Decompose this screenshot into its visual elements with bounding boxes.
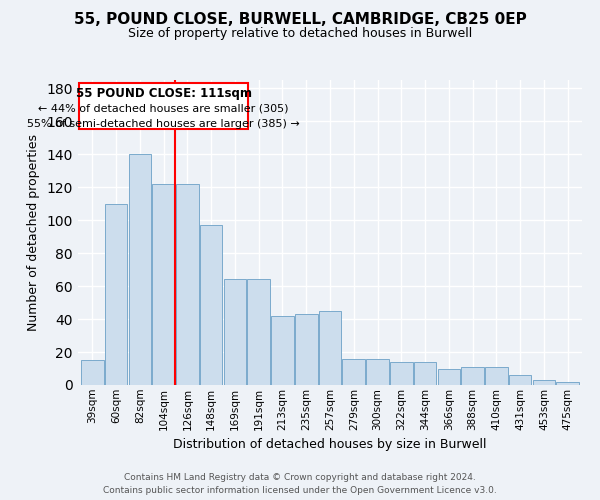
- Bar: [247, 280, 270, 385]
- X-axis label: Distribution of detached houses by size in Burwell: Distribution of detached houses by size …: [173, 438, 487, 451]
- Bar: [81, 360, 104, 385]
- Bar: [556, 382, 579, 385]
- Bar: [485, 367, 508, 385]
- Bar: [176, 184, 199, 385]
- Bar: [224, 280, 246, 385]
- Y-axis label: Number of detached properties: Number of detached properties: [28, 134, 40, 331]
- Text: 55% of semi-detached houses are larger (385) →: 55% of semi-detached houses are larger (…: [27, 119, 300, 129]
- Bar: [461, 367, 484, 385]
- Bar: [152, 184, 175, 385]
- Bar: [128, 154, 151, 385]
- Bar: [271, 316, 294, 385]
- Bar: [437, 368, 460, 385]
- Text: 55 POUND CLOSE: 111sqm: 55 POUND CLOSE: 111sqm: [76, 88, 251, 101]
- Bar: [200, 225, 223, 385]
- Bar: [390, 362, 413, 385]
- Text: ← 44% of detached houses are smaller (305): ← 44% of detached houses are smaller (30…: [38, 104, 289, 114]
- Bar: [533, 380, 555, 385]
- Bar: [414, 362, 436, 385]
- Bar: [366, 358, 389, 385]
- Bar: [509, 375, 532, 385]
- Bar: [319, 311, 341, 385]
- Bar: [295, 314, 317, 385]
- Text: 55, POUND CLOSE, BURWELL, CAMBRIDGE, CB25 0EP: 55, POUND CLOSE, BURWELL, CAMBRIDGE, CB2…: [74, 12, 526, 28]
- Text: Contains HM Land Registry data © Crown copyright and database right 2024.
Contai: Contains HM Land Registry data © Crown c…: [103, 474, 497, 495]
- Bar: [105, 204, 127, 385]
- Text: Size of property relative to detached houses in Burwell: Size of property relative to detached ho…: [128, 28, 472, 40]
- Bar: [343, 358, 365, 385]
